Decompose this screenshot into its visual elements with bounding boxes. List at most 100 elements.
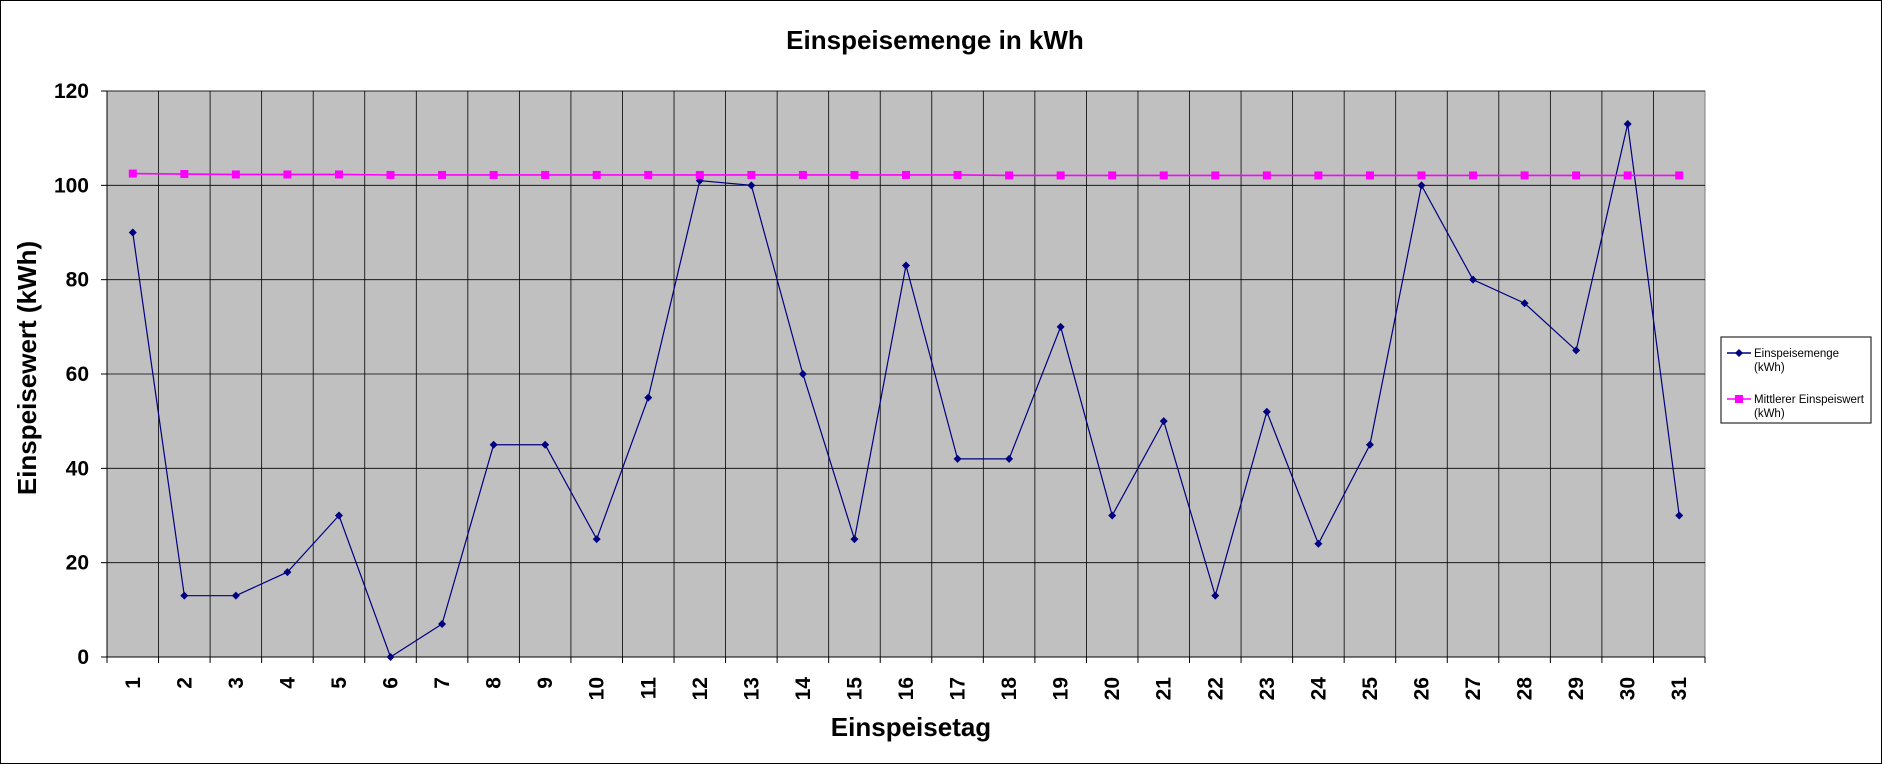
data-point: [1623, 120, 1632, 129]
x-tick-label: 16: [895, 677, 918, 700]
y-tick-label: 20: [66, 552, 89, 575]
data-point: [386, 170, 395, 179]
x-tick-label: 15: [843, 677, 866, 701]
data-point: [541, 170, 550, 179]
axes: [101, 90, 1706, 663]
data-point: [1159, 171, 1168, 180]
x-tick-label: 31: [1668, 677, 1691, 701]
x-tick-label: 13: [740, 677, 763, 700]
data-point: [283, 170, 292, 179]
data-point: [128, 228, 137, 237]
data-point: [1572, 171, 1581, 180]
x-tick-label: 14: [792, 677, 815, 701]
data-point: [1623, 171, 1632, 180]
data-point: [1005, 171, 1014, 180]
data-point: [592, 170, 601, 179]
legend-swatch-marker: [1735, 349, 1743, 357]
x-tick-label: 6: [380, 677, 403, 689]
data-point: [1572, 346, 1581, 355]
x-axis-title: Einspeisetag: [831, 712, 991, 742]
legend-label: (kWh): [1754, 408, 1785, 420]
y-axis-title: Einspeisewert (kWh): [12, 241, 42, 495]
data-point: [644, 170, 653, 179]
data-point: [438, 619, 447, 628]
x-tick-label: 25: [1359, 677, 1382, 701]
data-point: [231, 591, 240, 600]
x-tick-label: 20: [1101, 677, 1124, 700]
data-point: [902, 170, 910, 179]
y-tick-label: 40: [66, 457, 89, 480]
legend: Einspeisemenge (kWh) Mittlerer Einspeiswer…: [1720, 336, 1872, 424]
data-point: [850, 535, 859, 544]
y-tick-label: 120: [54, 80, 89, 103]
x-tick-labels: 1 2 3 4 5 6 7 8 9 10 11 12 13 14 15 16 17 18 19 20 21 22 23 24 2…: [122, 677, 1691, 701]
x-tick-label: 27: [1462, 677, 1485, 700]
data-point: [334, 511, 343, 520]
data-point: [180, 170, 189, 179]
data-point: [489, 170, 498, 179]
legend-label: (kWh): [1754, 362, 1785, 374]
x-tick-label: 18: [998, 677, 1021, 701]
series-1: [128, 120, 1684, 661]
legend-label: Einspeisemenge: [1754, 348, 1839, 360]
x-tick-label: 17: [947, 677, 970, 700]
x-tick-label: 5: [328, 677, 351, 689]
y-tick-label: 100: [54, 174, 89, 197]
x-tick-label: 22: [1204, 677, 1227, 700]
x-tick-label: 12: [689, 677, 712, 700]
data-point: [489, 440, 498, 449]
data-point: [1675, 171, 1684, 180]
data-point: [1159, 417, 1168, 426]
y-tick-label: 60: [66, 363, 89, 386]
data-point: [438, 170, 447, 179]
data-point: [1211, 591, 1220, 600]
data-point: [953, 454, 962, 463]
gridlines: [107, 90, 1705, 657]
x-tick-label: 30: [1617, 677, 1640, 700]
x-tick-label: 4: [276, 677, 299, 689]
x-tick-label: 8: [483, 677, 506, 689]
x-tick-label: 10: [586, 677, 609, 700]
data-point: [1417, 181, 1426, 190]
legend-label: Mittlerer Einspeiswert: [1754, 394, 1865, 406]
data-point: [180, 591, 189, 600]
data-point: [1675, 511, 1684, 520]
data-point: [953, 170, 962, 179]
x-tick-label: 19: [1050, 677, 1073, 700]
data-point: [1365, 440, 1374, 449]
data-point: [747, 181, 756, 190]
data-point: [1108, 171, 1117, 180]
data-point: [128, 169, 137, 178]
data-point: [231, 170, 240, 179]
data-point: [1314, 171, 1323, 180]
data-point: [1469, 171, 1478, 180]
data-point: [1211, 171, 1220, 180]
x-tick-label: 28: [1514, 677, 1537, 701]
legend-swatch-marker: [1735, 395, 1743, 403]
data-point: [1365, 171, 1374, 180]
data-point: [850, 170, 859, 179]
series-2: [128, 169, 1684, 180]
x-tick-label: 9: [534, 677, 557, 689]
data-point: [1108, 511, 1117, 520]
data-point: [386, 653, 395, 661]
x-tick-label: 1: [122, 677, 145, 689]
x-tick-label: 21: [1153, 677, 1176, 701]
x-tick-label: 2: [173, 677, 196, 689]
chart-title: Einspeisemenge in kWh: [786, 25, 1084, 55]
x-tick-label: 23: [1256, 677, 1279, 700]
data-point: [334, 170, 343, 179]
data-point: [1262, 171, 1271, 180]
data-point: [1417, 171, 1426, 180]
data-point: [644, 393, 653, 402]
x-tick-label: 3: [225, 677, 248, 689]
data-point: [592, 535, 601, 544]
x-tick-label: 26: [1410, 677, 1433, 700]
data-point: [283, 568, 292, 577]
legend-box: [1720, 336, 1872, 424]
y-tick-label: 80: [66, 269, 89, 292]
data-point: [1056, 322, 1065, 331]
data-point: [1005, 454, 1014, 463]
data-point: [1520, 299, 1529, 308]
